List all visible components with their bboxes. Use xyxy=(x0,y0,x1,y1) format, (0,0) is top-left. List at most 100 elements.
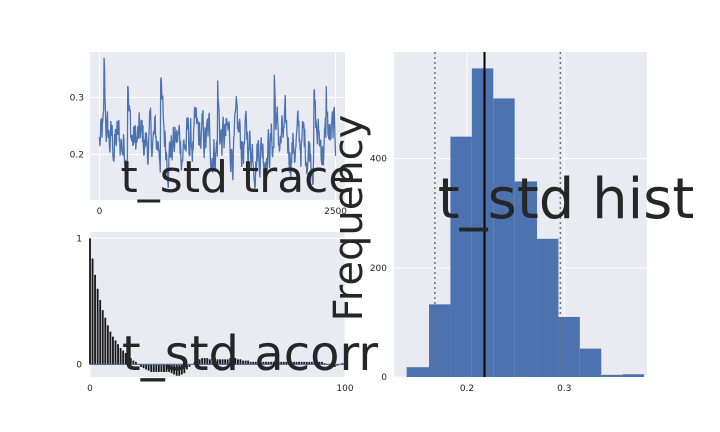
acorr-bar xyxy=(201,358,204,365)
acorr-bar xyxy=(104,317,107,365)
hist-bar xyxy=(514,181,538,377)
acorr-bar xyxy=(298,361,301,365)
hist-bar xyxy=(450,136,472,377)
hist-ytick-label: 0 xyxy=(381,373,387,383)
acorr-bar xyxy=(91,258,94,365)
acorr-bar xyxy=(216,359,219,365)
acorr-bar xyxy=(127,355,130,365)
trace-tick-labels: 0.2 0.3 0 2500 xyxy=(70,94,348,217)
acorr-bar xyxy=(112,336,114,365)
hist-bar xyxy=(601,374,623,377)
acorr-bar xyxy=(270,361,272,365)
acorr-bar xyxy=(140,364,142,367)
hist-xtick-label: 0.2 xyxy=(460,384,474,394)
trace-xtick-label: 2500 xyxy=(324,207,347,217)
acorr-bar xyxy=(234,358,237,365)
acorr-bar xyxy=(254,361,257,365)
acorr-bar xyxy=(295,361,298,365)
hist-bar xyxy=(471,68,494,377)
acorr-bar xyxy=(272,361,275,365)
acorr-bar xyxy=(331,364,334,367)
acorr-bar xyxy=(244,360,247,365)
acorr-bar xyxy=(242,360,244,365)
acorr-panel: 0 1 0 100 t_std acorr xyxy=(76,232,378,394)
trace-panel: 0.2 0.3 0 2500 t_std trace xyxy=(70,52,356,217)
acorr-bar xyxy=(239,359,242,365)
acorr-bar xyxy=(282,361,285,365)
acorr-bar xyxy=(303,361,306,365)
acorr-bar xyxy=(262,361,265,365)
acorr-bar xyxy=(170,364,173,374)
trace-line xyxy=(98,57,337,189)
trace-title: t_std trace xyxy=(121,152,356,203)
acorr-bar xyxy=(188,364,191,367)
acorr-bar xyxy=(231,358,234,365)
acorr-bar xyxy=(89,238,91,365)
acorr-xtick-label: 100 xyxy=(336,384,353,394)
hist-ytick-label: 200 xyxy=(370,264,387,274)
acorr-bar xyxy=(132,360,135,365)
acorr-bar xyxy=(173,364,176,375)
acorr-bar xyxy=(163,364,165,372)
acorr-bar xyxy=(117,344,119,365)
acorr-bar xyxy=(252,361,255,365)
acorr-bar xyxy=(214,358,216,365)
acorr-bar xyxy=(134,361,137,365)
acorr-bar xyxy=(185,364,188,370)
acorr-bar xyxy=(122,350,125,365)
acorr-bar xyxy=(183,364,186,374)
acorr-bar xyxy=(259,361,262,365)
hist-tick-labels: 0 200 400 0.2 0.3 xyxy=(370,155,572,394)
acorr-bar xyxy=(310,361,313,365)
acorr-bar xyxy=(226,359,229,365)
acorr-bar xyxy=(290,361,293,365)
acorr-bar xyxy=(196,360,199,365)
acorr-bar xyxy=(224,359,227,365)
acorr-bar xyxy=(321,361,323,365)
hist-panel: 0 200 400 0.2 0.3 t_std hist Frequency xyxy=(326,52,694,394)
acorr-bar xyxy=(142,364,145,369)
hist-ytick-label: 400 xyxy=(370,155,387,165)
acorr-bar xyxy=(221,359,224,365)
acorr-bar xyxy=(267,361,270,365)
acorr-bar xyxy=(114,340,117,365)
acorr-bar xyxy=(206,358,209,365)
acorr-bar xyxy=(280,361,283,365)
acorr-bar xyxy=(193,361,196,365)
acorr-bar xyxy=(313,361,316,365)
acorr-bar xyxy=(293,361,295,365)
acorr-bar xyxy=(119,348,122,365)
hist-bar xyxy=(622,374,645,377)
acorr-bar xyxy=(300,361,303,365)
acorr-bar xyxy=(152,364,155,372)
acorr-bar xyxy=(247,360,250,365)
hist-title: t_std hist xyxy=(438,167,695,232)
hist-bar xyxy=(406,367,430,377)
acorr-bar xyxy=(198,359,201,365)
acorr-bar xyxy=(129,358,132,365)
acorr-bar xyxy=(168,364,170,372)
acorr-bar xyxy=(249,361,252,365)
acorr-bar xyxy=(285,361,288,365)
acorr-bar xyxy=(219,359,221,365)
acorr-bar xyxy=(101,310,104,365)
acorr-bar xyxy=(318,361,321,365)
acorr-ytick-label: 0 xyxy=(76,360,82,370)
acorr-bar xyxy=(145,364,148,370)
acorr-bar xyxy=(96,288,99,365)
hist-bar xyxy=(558,316,580,377)
acorr-bar xyxy=(305,361,308,365)
acorr-bar xyxy=(265,361,267,365)
acorr-bar xyxy=(208,359,211,365)
acorr-bar xyxy=(124,353,127,365)
acorr-plot-area xyxy=(90,232,345,377)
acorr-bar xyxy=(106,325,109,365)
acorr-ytick-label: 1 xyxy=(76,234,82,244)
hist-bars xyxy=(406,68,645,378)
acorr-xtick-label: 0 xyxy=(87,384,93,394)
trace-xtick-label: 0 xyxy=(97,207,103,217)
acorr-bar xyxy=(275,361,278,365)
hist-bar xyxy=(429,304,451,377)
acorr-bar xyxy=(257,361,260,365)
